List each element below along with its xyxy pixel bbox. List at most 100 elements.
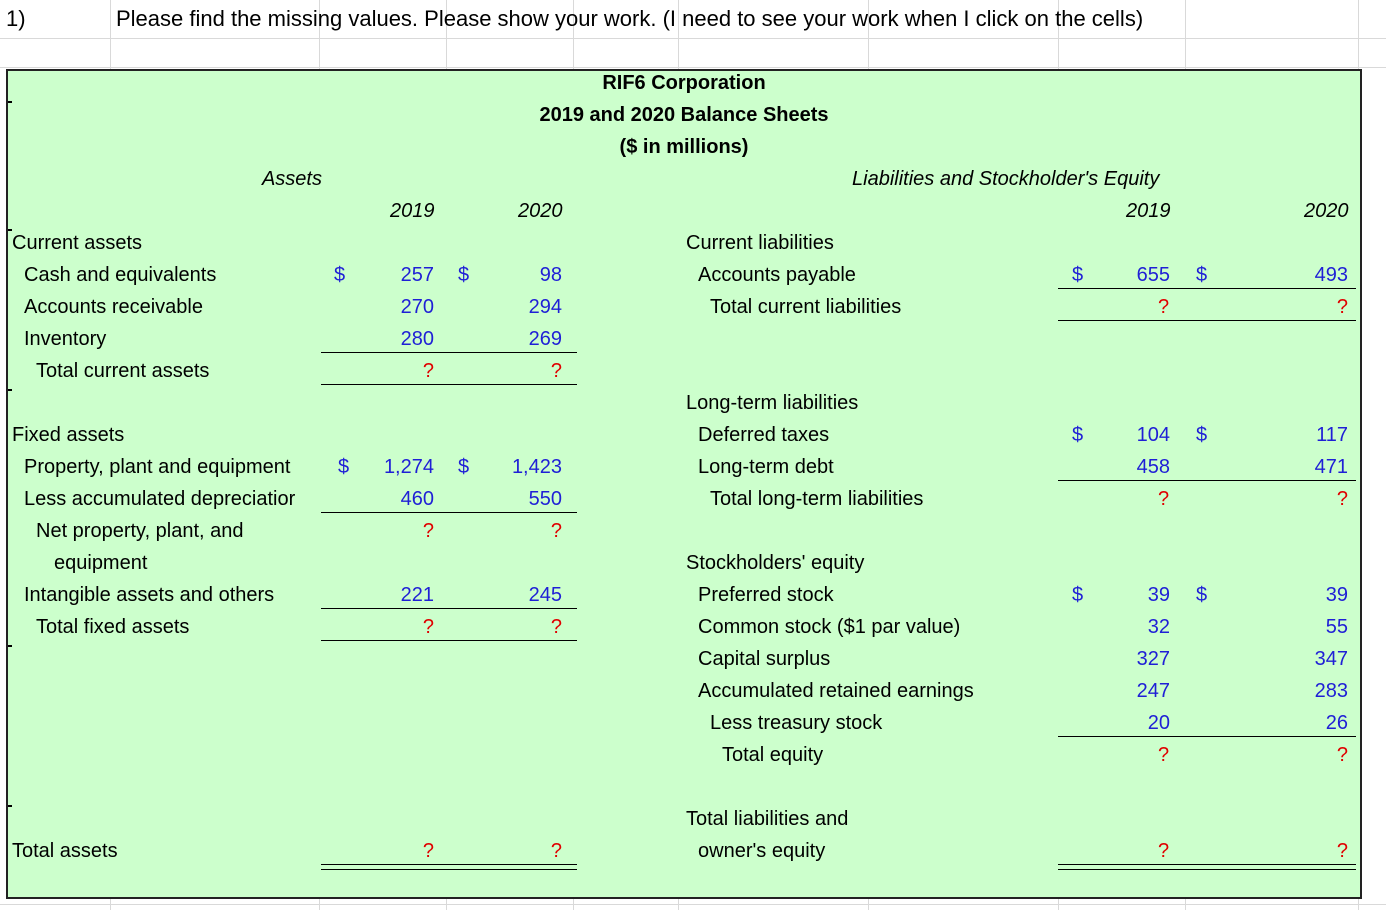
retained-2019[interactable]: 247 [1136,680,1170,702]
deferred-dollar-2020: $ [1196,424,1208,446]
intangible-2020[interactable]: 245 [528,584,562,606]
retained-label[interactable]: Accumulated retained earnings [698,680,974,702]
treasury-2019[interactable]: 20 [1147,712,1170,734]
preferred-2019[interactable]: 39 [1147,584,1170,606]
total-le-label-line2[interactable]: owner's equity [698,840,826,862]
preferred-dollar-2020: $ [1196,584,1208,606]
grid-line [0,38,1386,39]
intangible-label[interactable]: Intangible assets and others [24,584,275,606]
total-equity-2019[interactable]: ? [1158,744,1170,766]
common-2020[interactable]: 55 [1325,616,1348,638]
total-equity-2020[interactable]: ? [1336,744,1348,766]
subtotal-line [1058,288,1356,289]
units-label[interactable]: ($ in millions) [619,136,749,158]
total-current-liab-2020[interactable]: ? [1336,296,1348,318]
deferred-taxes-label[interactable]: Deferred taxes [698,424,830,446]
cash-dollar-2019: $ [334,264,346,286]
total-current-assets-2020[interactable]: ? [550,360,562,382]
cash-2020[interactable]: 98 [539,264,562,286]
subtotal-line [1058,736,1356,737]
total-lt-liab-2020[interactable]: ? [1336,488,1348,510]
total-lt-liab-label[interactable]: Total long-term liabilities [710,488,924,510]
lt-liabilities-heading[interactable]: Long-term liabilities [686,392,859,414]
row-tick [8,229,12,231]
total-lt-liab-2019[interactable]: ? [1158,488,1170,510]
sheet-subtitle[interactable]: 2019 and 2020 Balance Sheets [539,104,829,126]
surplus-2019[interactable]: 327 [1136,648,1170,670]
ar-2019[interactable]: 270 [400,296,434,318]
liab-year-2020[interactable]: 2020 [1304,200,1349,222]
lt-debt-2019[interactable]: 458 [1136,456,1170,478]
common-label[interactable]: Common stock ($1 par value) [698,616,961,638]
assets-year-2019[interactable]: 2019 [390,200,435,222]
total-current-assets-2019[interactable]: ? [422,360,434,382]
preferred-label[interactable]: Preferred stock [698,584,834,606]
current-assets-heading[interactable]: Current assets [12,232,143,254]
depreciation-label[interactable]: Less accumulated depreciatior [24,488,296,510]
preferred-2020[interactable]: 39 [1325,584,1348,606]
ap-2020[interactable]: 493 [1314,264,1348,286]
net-ppe-label-line1[interactable]: Net property, plant, and [36,520,244,542]
inventory-2019[interactable]: 280 [400,328,434,350]
ppe-label[interactable]: Property, plant and equipment [24,456,291,478]
inventory-label[interactable]: Inventory [24,328,107,350]
assets-heading[interactable]: Assets [261,168,322,190]
row-number[interactable]: 1) [6,6,26,31]
total-le-2020[interactable]: ? [1336,840,1348,862]
deferred-dollar-2019: $ [1072,424,1084,446]
ar-2020[interactable]: 294 [528,296,562,318]
surplus-label[interactable]: Capital surplus [698,648,831,670]
fixed-assets-heading[interactable]: Fixed assets [12,424,125,446]
se-heading[interactable]: Stockholders' equity [686,552,865,574]
total-le-label-line1[interactable]: Total liabilities and [686,808,849,830]
surplus-2020[interactable]: 347 [1314,648,1348,670]
deferred-2019[interactable]: 104 [1136,424,1170,446]
total-line [321,384,577,385]
row-tick [8,389,12,391]
lt-debt-label[interactable]: Long-term debt [698,456,834,478]
retained-2020[interactable]: 283 [1314,680,1348,702]
net-ppe-2019[interactable]: ? [422,520,434,542]
total-assets-2019[interactable]: ? [422,840,434,862]
total-le-2019[interactable]: ? [1158,840,1170,862]
total-equity-label[interactable]: Total equity [722,744,824,766]
ar-label[interactable]: Accounts receivable [24,296,203,318]
balance-sheet: RIF6 Corporation 2019 and 2020 Balance S… [6,69,1362,899]
row-tick [8,645,12,647]
instructions-cell[interactable]: Please find the missing values. Please s… [116,6,1144,31]
preferred-dollar-2019: $ [1072,584,1084,606]
ppe-2020[interactable]: 1,423 [511,456,562,478]
inventory-2020[interactable]: 269 [528,328,562,350]
total-current-liab-2019[interactable]: ? [1158,296,1170,318]
total-assets-label[interactable]: Total assets [12,840,118,862]
depreciation-2020[interactable]: 550 [528,488,562,510]
liabilities-heading[interactable]: Liabilities and Stockholder's Equity [852,168,1160,190]
ap-dollar-2020: $ [1196,264,1208,286]
company-name[interactable]: RIF6 Corporation [602,72,766,94]
net-ppe-label-line2[interactable]: equipment [54,552,148,574]
total-current-assets-label[interactable]: Total current assets [36,360,210,382]
intangible-2019[interactable]: 221 [400,584,434,606]
treasury-label[interactable]: Less treasury stock [710,712,883,734]
cash-2019[interactable]: 257 [400,264,434,286]
net-ppe-2020[interactable]: ? [550,520,562,542]
ppe-2019[interactable]: 1,274 [383,456,434,478]
total-current-liab-label[interactable]: Total current liabilities [710,296,902,318]
liab-year-2019[interactable]: 2019 [1126,200,1171,222]
treasury-2020[interactable]: 26 [1325,712,1348,734]
ap-2019[interactable]: 655 [1136,264,1170,286]
total-fixed-assets-label[interactable]: Total fixed assets [36,616,190,638]
ap-label[interactable]: Accounts payable [698,264,856,286]
common-2019[interactable]: 32 [1147,616,1170,638]
total-fixed-assets-2019[interactable]: ? [422,616,434,638]
lt-debt-2020[interactable]: 471 [1314,456,1348,478]
total-fixed-assets-2020[interactable]: ? [550,616,562,638]
deferred-2020[interactable]: 117 [1316,424,1348,446]
assets-year-2020[interactable]: 2020 [518,200,563,222]
ap-dollar-2019: $ [1072,264,1084,286]
total-assets-2020[interactable]: ? [550,840,562,862]
row-tick [8,805,12,807]
cash-label[interactable]: Cash and equivalents [24,264,217,286]
depreciation-2019[interactable]: 460 [400,488,434,510]
current-liabilities-heading[interactable]: Current liabilities [686,232,834,254]
